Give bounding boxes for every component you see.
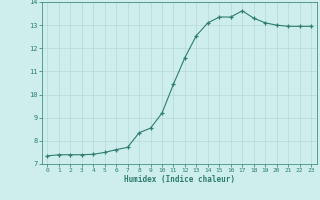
X-axis label: Humidex (Indice chaleur): Humidex (Indice chaleur) bbox=[124, 175, 235, 184]
